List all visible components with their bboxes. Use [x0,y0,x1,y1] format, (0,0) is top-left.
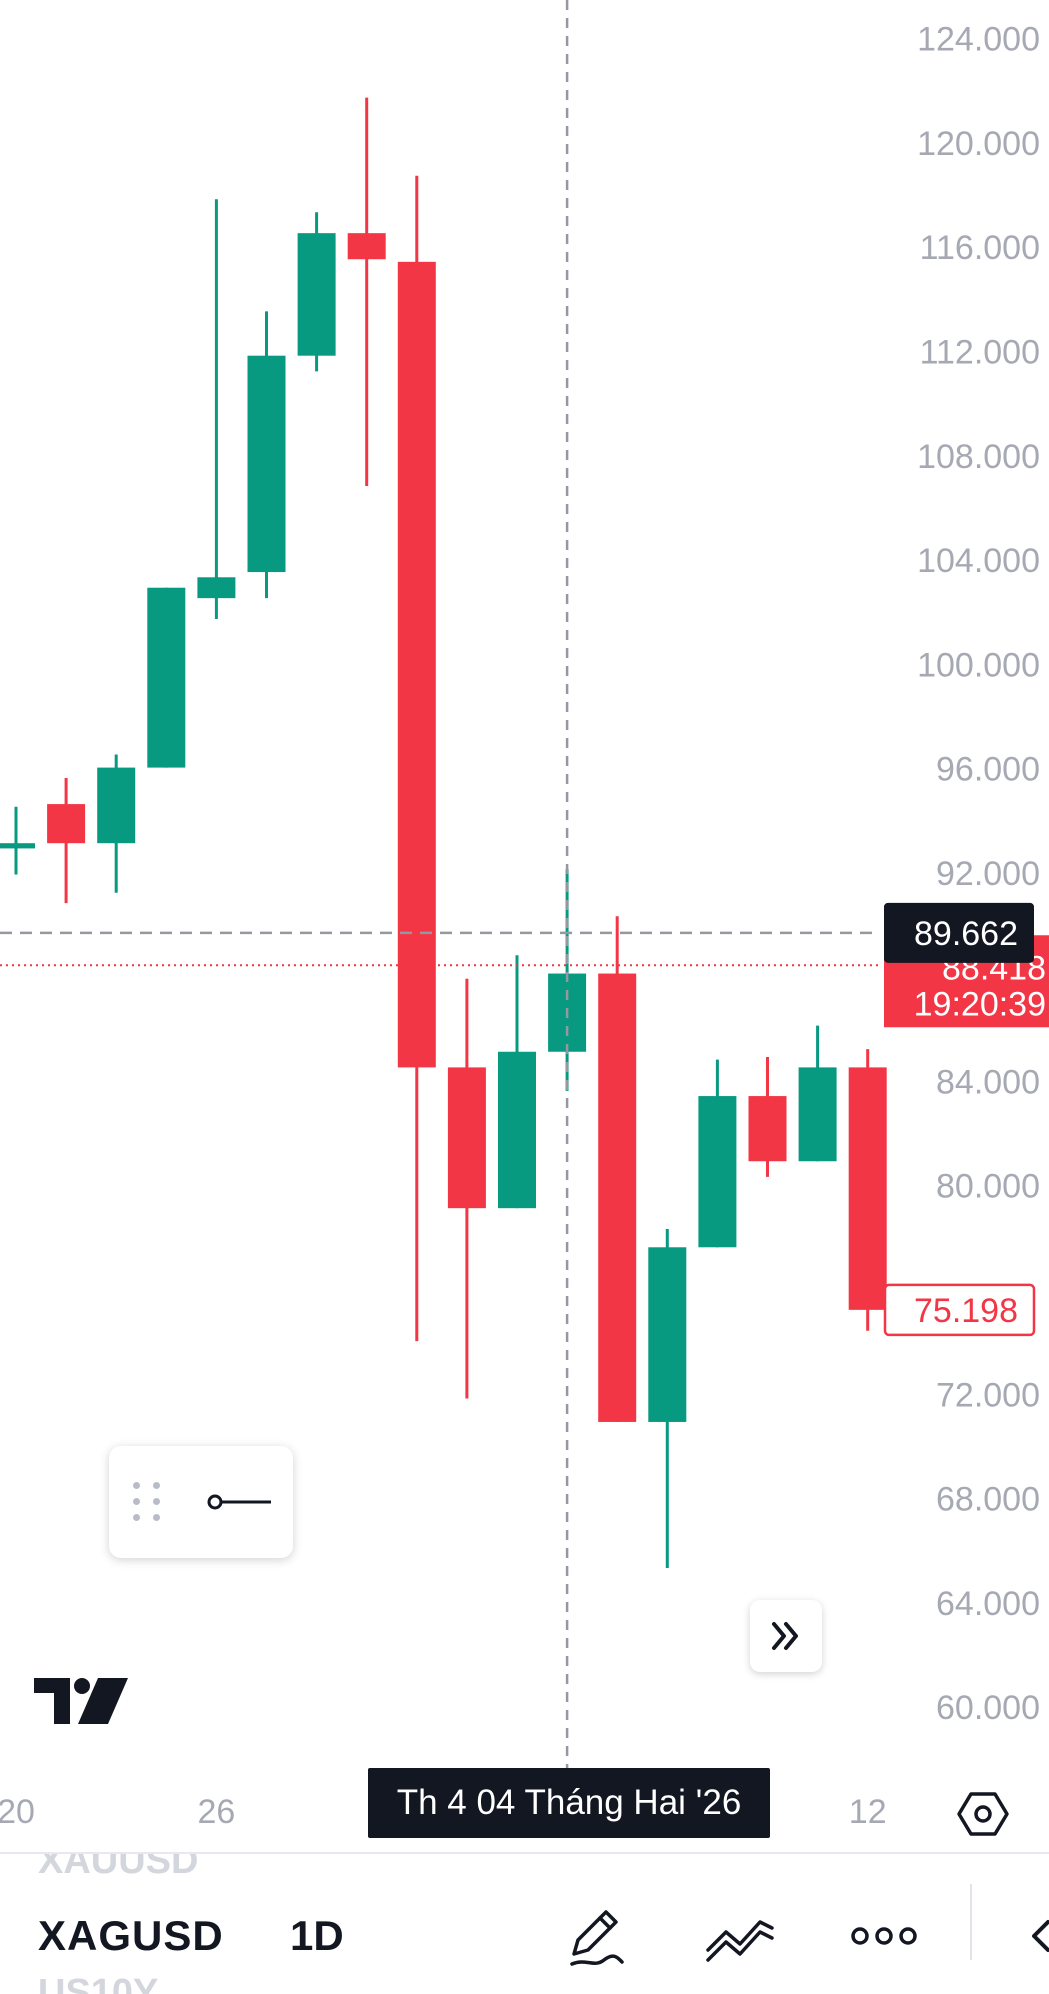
candle [247,311,286,599]
crosshair-date-label: Th 4 04 Tháng Hai '26 [368,1768,770,1838]
candle [447,978,486,1399]
price-tick-label: 64.000 [936,1585,1040,1623]
price-tick-label: 100.000 [917,646,1040,684]
time-tick-label: 26 [197,1793,235,1831]
candle-body [347,233,386,260]
candle [97,754,136,893]
bottom-toolbar: XAUUSD XAGUSD 1D US10Y [0,1852,1049,1994]
candle [748,1056,787,1177]
candle [147,587,186,768]
horizontal-ray-icon[interactable] [205,1482,275,1522]
candle [848,1049,887,1331]
price-tick-label: 60.000 [936,1689,1040,1727]
candle-body [698,1096,737,1248]
candle-body [848,1067,887,1310]
toolbar-divider [970,1884,972,1960]
candle [197,199,236,619]
settings-hexagon-icon[interactable] [955,1786,1011,1842]
price-tick-label: 116.000 [920,229,1040,267]
candle [347,97,386,487]
interval-selector[interactable]: 1D [290,1912,344,1959]
price-tick-label: 120.000 [917,125,1040,163]
candle [47,778,86,904]
price-tick-label: 92.000 [936,855,1040,893]
more-icon[interactable] [846,1898,922,1974]
symbol-selector[interactable]: XAGUSD [38,1912,224,1959]
candle [0,806,35,875]
price-tick-label: 112.000 [920,333,1040,371]
price-tick-label: 124.000 [917,21,1040,59]
drag-handle-icon[interactable] [133,1482,163,1522]
candle [698,1059,737,1248]
price-tick-label: 72.000 [936,1376,1040,1414]
pen-icon[interactable] [560,1898,636,1974]
scroll-to-realtime-button[interactable] [750,1600,822,1672]
candle-body [748,1096,787,1162]
candle-body [648,1247,687,1422]
candle-body [447,1067,486,1209]
floating-drawing-toolbar[interactable] [109,1446,293,1558]
time-tick-label: 20 [0,1793,35,1831]
candle-body [598,973,637,1422]
candle-body [397,261,436,1068]
candle [498,955,536,1209]
price-axis[interactable]: 124.000 120.000 116.000 112.000 108.000 104.0… [917,21,1040,1727]
close-marker-label-bg [883,1283,1036,1337]
candle-body [247,355,286,573]
candle-body [498,1051,536,1209]
candle-body [798,1067,837,1162]
price-tick-label: 104.000 [917,542,1040,580]
candle-body [197,577,236,599]
candlestick-chart[interactable]: 124.000 120.000 116.000 112.000 108.000 104.0… [0,0,1049,1850]
price-tick-label: 96.000 [936,751,1040,789]
price-tick-label: 84.000 [936,1063,1040,1101]
chevron-left-icon[interactable] [1022,1914,1049,1958]
trend-line-icon[interactable] [702,1898,778,1974]
candle [798,1025,837,1162]
candle [297,212,336,372]
candles-layer [0,97,887,1568]
candle-body [297,233,336,356]
candle-body [147,587,186,768]
previous-symbol-ghost[interactable]: XAUUSD [38,1852,199,1882]
price-tick-label: 108.000 [917,438,1040,476]
candle-body [0,843,35,849]
time-axis[interactable]: 20 26 12 [0,1793,887,1831]
candle [598,916,637,1422]
double-chevron-right-icon [772,1622,798,1650]
candle [397,175,436,1342]
close-marker-label: 75.198 [914,1292,1018,1330]
price-tick-label: 80.000 [936,1168,1040,1206]
time-tick-label: 12 [849,1793,887,1831]
crosshair-price-label-bg [884,902,1034,963]
candle-body [47,804,86,844]
next-symbol-ghost[interactable]: US10Y [38,1972,159,1994]
bar-countdown-label: 19:20:39 [914,985,1046,1023]
tradingview-logo [34,1678,128,1724]
price-tick-label: 68.000 [936,1481,1040,1519]
crosshair-price-label: 89.662 [914,915,1018,953]
candle [648,1229,687,1568]
candle-body [97,767,136,844]
